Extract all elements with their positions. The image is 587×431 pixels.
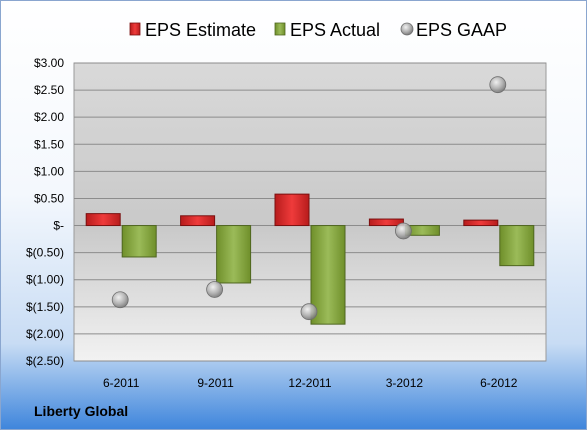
eps-estimate-bar — [368, 218, 404, 227]
eps-estimate-bar — [85, 213, 121, 227]
legend-eps-actual-swatch — [274, 22, 286, 36]
y-tick-label: $- — [53, 219, 64, 233]
y-tick-label: $1.00 — [34, 164, 64, 178]
legend-eps-gaap-label: EPS GAAP — [416, 20, 507, 40]
x-axis-labels: 6-2011 9-2011 12-2011 3-2012 6-2012 — [103, 376, 518, 390]
y-tick-label: $(1.50) — [26, 300, 64, 314]
gaap-points — [111, 76, 507, 321]
x-tick-label: 3-2012 — [386, 376, 424, 390]
eps-actual-bar — [216, 225, 252, 284]
legend-eps-estimate-swatch — [129, 22, 141, 36]
x-tick-label: 9-2011 — [197, 376, 234, 390]
eps-gaap-point — [394, 222, 412, 240]
eps-gaap-point — [489, 76, 507, 94]
y-tick-label: $2.00 — [34, 110, 64, 124]
eps-actual-bar — [499, 225, 535, 267]
y-tick-label: $(2.50) — [26, 354, 64, 368]
y-tick-label: $(0.50) — [26, 246, 64, 260]
y-tick-label: $1.50 — [34, 137, 64, 151]
legend-eps-estimate-label: EPS Estimate — [145, 20, 256, 40]
y-tick-label: $2.50 — [34, 83, 64, 97]
company-name: Liberty Global — [34, 403, 129, 419]
y-axis-labels: $3.00 $2.50 $2.00 $1.50 $1.00 $0.50 $- $(0.50) $… — [26, 56, 64, 368]
y-tick-label: $0.50 — [34, 191, 64, 205]
eps-actual-bar — [121, 225, 157, 258]
eps-estimate-bar — [180, 215, 216, 227]
bars — [85, 193, 535, 325]
x-tick-label: 6-2012 — [480, 376, 518, 390]
eps-gaap-point — [111, 291, 129, 309]
legend-eps-gaap-swatch — [400, 22, 414, 36]
y-tick-label: $(1.00) — [26, 273, 64, 287]
x-tick-label: 12-2011 — [288, 376, 331, 390]
eps-gaap-point — [206, 281, 224, 298]
legend-eps-actual-label: EPS Actual — [290, 20, 380, 40]
eps-actual-bar — [310, 225, 346, 325]
legend: EPS Estimate EPS Actual EPS GAAP — [129, 20, 507, 40]
x-tick-label: 6-2011 — [103, 376, 140, 390]
y-tick-label: $3.00 — [34, 56, 64, 70]
eps-gaap-point — [300, 303, 318, 321]
eps-estimate-bar — [463, 219, 499, 227]
y-tick-label: $(2.00) — [26, 327, 64, 341]
eps-estimate-bar — [274, 193, 310, 227]
